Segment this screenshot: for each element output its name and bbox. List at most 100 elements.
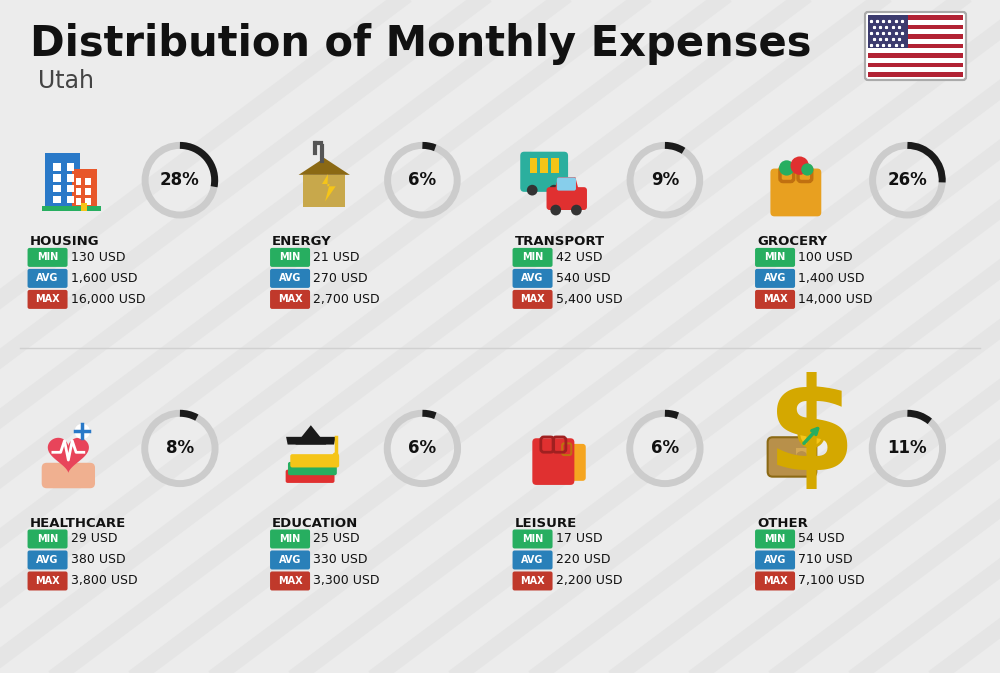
Bar: [868, 24, 963, 30]
Bar: [76, 178, 81, 185]
Text: MAX: MAX: [35, 576, 60, 586]
Text: 54 USD: 54 USD: [798, 532, 845, 546]
FancyBboxPatch shape: [547, 187, 587, 210]
Text: 11%: 11%: [888, 439, 927, 458]
FancyBboxPatch shape: [513, 530, 553, 548]
Bar: [796, 448, 807, 466]
FancyBboxPatch shape: [28, 530, 68, 548]
Bar: [67, 185, 74, 192]
Bar: [67, 196, 74, 203]
Polygon shape: [295, 425, 326, 445]
FancyBboxPatch shape: [513, 551, 553, 569]
Text: TRANSPORT: TRANSPORT: [515, 236, 605, 248]
Text: 220 USD: 220 USD: [556, 553, 610, 567]
Text: MIN: MIN: [764, 252, 786, 262]
Text: $: $: [767, 372, 856, 497]
Text: 7,100 USD: 7,100 USD: [798, 575, 865, 588]
Text: 1,600 USD: 1,600 USD: [71, 272, 137, 285]
Bar: [868, 72, 963, 77]
Polygon shape: [322, 174, 336, 202]
Text: MAX: MAX: [763, 576, 787, 586]
Bar: [81, 203, 87, 211]
FancyBboxPatch shape: [755, 530, 795, 548]
Text: 28%: 28%: [160, 171, 200, 189]
FancyBboxPatch shape: [770, 168, 821, 216]
Polygon shape: [555, 177, 579, 190]
Text: 2,700 USD: 2,700 USD: [313, 293, 380, 306]
FancyBboxPatch shape: [768, 437, 816, 476]
FancyBboxPatch shape: [557, 444, 586, 481]
Text: 17 USD: 17 USD: [556, 532, 602, 546]
Text: AVG: AVG: [279, 555, 301, 565]
Text: HOUSING: HOUSING: [30, 236, 99, 248]
Text: AVG: AVG: [36, 555, 59, 565]
Text: 710 USD: 710 USD: [798, 553, 853, 567]
Text: 8%: 8%: [166, 439, 194, 458]
Bar: [53, 174, 61, 182]
Circle shape: [799, 422, 824, 447]
Circle shape: [779, 160, 794, 176]
Text: MAX: MAX: [35, 294, 60, 304]
Bar: [540, 158, 548, 174]
Text: 540 USD: 540 USD: [556, 272, 610, 285]
Text: MAX: MAX: [520, 576, 545, 586]
Text: MIN: MIN: [37, 252, 58, 262]
Circle shape: [549, 185, 559, 196]
Text: OTHER: OTHER: [757, 517, 808, 530]
FancyBboxPatch shape: [28, 571, 68, 590]
Bar: [76, 188, 81, 194]
Text: AVG: AVG: [764, 273, 786, 283]
Text: ENERGY: ENERGY: [272, 236, 332, 248]
FancyBboxPatch shape: [270, 290, 310, 309]
FancyBboxPatch shape: [513, 248, 553, 267]
Text: MAX: MAX: [520, 294, 545, 304]
Text: MIN: MIN: [279, 534, 301, 544]
Bar: [868, 15, 908, 48]
Circle shape: [790, 156, 809, 175]
Text: MAX: MAX: [278, 294, 302, 304]
Text: 3,300 USD: 3,300 USD: [313, 575, 380, 588]
Bar: [85, 188, 91, 194]
FancyBboxPatch shape: [288, 462, 337, 475]
Bar: [53, 196, 61, 203]
Bar: [45, 153, 80, 211]
FancyBboxPatch shape: [42, 463, 95, 488]
FancyBboxPatch shape: [286, 470, 335, 483]
FancyBboxPatch shape: [270, 530, 310, 548]
Text: 9%: 9%: [651, 171, 679, 189]
Polygon shape: [299, 158, 350, 175]
FancyBboxPatch shape: [28, 551, 68, 569]
Polygon shape: [286, 437, 336, 445]
Bar: [72, 169, 97, 211]
Bar: [868, 67, 963, 72]
FancyBboxPatch shape: [270, 551, 310, 569]
Bar: [42, 206, 101, 211]
Text: 2,200 USD: 2,200 USD: [556, 575, 622, 588]
Bar: [868, 34, 963, 39]
Text: HEALTHCARE: HEALTHCARE: [30, 517, 126, 530]
Bar: [868, 20, 963, 24]
Text: 5,400 USD: 5,400 USD: [556, 293, 622, 306]
FancyBboxPatch shape: [28, 269, 68, 288]
FancyBboxPatch shape: [270, 248, 310, 267]
Text: AVG: AVG: [764, 555, 786, 565]
Bar: [868, 63, 963, 67]
Bar: [868, 53, 963, 58]
FancyBboxPatch shape: [755, 571, 795, 590]
FancyBboxPatch shape: [755, 551, 795, 569]
Text: AVG: AVG: [279, 273, 301, 283]
Text: 21 USD: 21 USD: [313, 251, 360, 264]
Text: 270 USD: 270 USD: [313, 272, 368, 285]
Text: 6%: 6%: [408, 171, 436, 189]
Text: 16,000 USD: 16,000 USD: [71, 293, 145, 306]
Text: MAX: MAX: [278, 576, 302, 586]
Text: 330 USD: 330 USD: [313, 553, 368, 567]
Bar: [530, 158, 537, 174]
FancyBboxPatch shape: [270, 269, 310, 288]
FancyBboxPatch shape: [557, 178, 576, 190]
FancyBboxPatch shape: [532, 438, 574, 485]
Circle shape: [801, 164, 813, 176]
Bar: [76, 198, 81, 205]
FancyBboxPatch shape: [755, 290, 795, 309]
FancyBboxPatch shape: [865, 12, 966, 80]
